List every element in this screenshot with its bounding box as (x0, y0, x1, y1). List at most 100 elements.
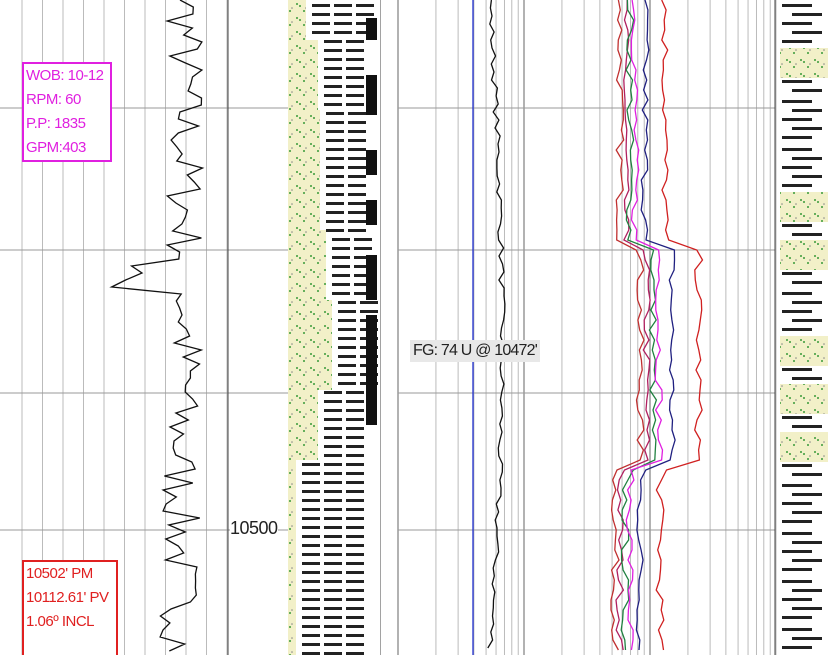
shale-dash (346, 436, 364, 439)
shale-dash (346, 409, 364, 412)
shale-dash (302, 526, 320, 529)
shale-dash (302, 616, 320, 619)
shale-dash (324, 535, 342, 538)
shale-dash (346, 562, 364, 565)
shale-dash (338, 301, 356, 304)
shale-dash (782, 368, 812, 371)
shale-dash (792, 589, 822, 592)
shale-dash (338, 328, 356, 331)
shale-dash (302, 508, 320, 511)
shale-dash (782, 166, 812, 169)
log-graphics (0, 0, 828, 655)
shale-dash (324, 40, 342, 43)
shale-dash (348, 229, 366, 232)
shale-dash (356, 4, 374, 7)
shale-dash (348, 175, 366, 178)
survey-line: 1.06º INCL (26, 610, 114, 634)
shale-dash (324, 463, 342, 466)
shale-dash (338, 319, 356, 322)
shale-dash (324, 553, 342, 556)
shale-dash (346, 625, 364, 628)
shale-dash (326, 220, 344, 223)
shale-dash (346, 94, 364, 97)
shale-dash (782, 464, 812, 467)
shale-dash (346, 643, 364, 646)
shale-dash (782, 550, 812, 553)
shale-dash (346, 76, 364, 79)
survey-line: 10502' PM (26, 562, 114, 586)
shale-dash (338, 346, 356, 349)
shale-dash (782, 502, 812, 505)
shale-dash (348, 202, 366, 205)
shale-dash (346, 580, 364, 583)
lithology-sand (780, 192, 828, 222)
shale-dash (782, 22, 812, 25)
shale-dash (312, 22, 330, 25)
shale-dash (782, 520, 812, 523)
shale-dash (326, 148, 344, 151)
shale-dash (326, 166, 344, 169)
shale-dash (302, 481, 320, 484)
shale-dash (324, 445, 342, 448)
lithology-block (366, 255, 377, 300)
shale-dash (782, 148, 812, 151)
lithology-sand (780, 240, 828, 270)
shale-dash (346, 589, 364, 592)
shale-dash (792, 89, 822, 92)
shale-dash (302, 544, 320, 547)
shale-dash (346, 49, 364, 52)
chromatograph-curve (656, 0, 702, 650)
lithology-block (366, 18, 377, 40)
param-line: P.P: 1835 (26, 112, 108, 136)
shale-dash (338, 310, 356, 313)
shale-dash (346, 85, 364, 88)
shale-dash (354, 247, 372, 250)
chromatograph-curve (636, 0, 675, 650)
lithology-sand (780, 432, 828, 462)
shale-dash (346, 535, 364, 538)
shale-dash (792, 425, 822, 428)
shale-dash (346, 616, 364, 619)
shale-dash (792, 473, 822, 476)
shale-dash (326, 193, 344, 196)
lithology-block (366, 75, 377, 115)
shale-dash (792, 233, 822, 236)
lithology-sand (780, 48, 828, 78)
shale-dash (324, 391, 342, 394)
shale-dash (348, 157, 366, 160)
shale-dash (312, 31, 330, 34)
shale-dash (312, 13, 330, 16)
shale-dash (302, 571, 320, 574)
shale-dash (326, 175, 344, 178)
shale-dash (782, 224, 812, 227)
shale-dash (782, 310, 812, 313)
shale-dash (782, 484, 812, 487)
shale-dash (792, 607, 822, 610)
shale-dash (346, 472, 364, 475)
shale-dash (326, 184, 344, 187)
shale-dash (324, 103, 342, 106)
shale-dash (334, 22, 352, 25)
shale-dash (302, 499, 320, 502)
shale-dash (324, 508, 342, 511)
shale-dash (782, 80, 812, 83)
shale-dash (338, 382, 356, 385)
shale-dash (302, 607, 320, 610)
shale-dash (346, 103, 364, 106)
shale-dash (792, 301, 822, 304)
shale-dash (792, 377, 822, 380)
shale-dash (346, 508, 364, 511)
shale-dash (324, 472, 342, 475)
shale-dash (302, 580, 320, 583)
shale-dash (346, 553, 364, 556)
shale-dash (324, 571, 342, 574)
shale-dash (324, 598, 342, 601)
lithology-sand (288, 230, 326, 300)
shale-dash (324, 643, 342, 646)
shale-dash (346, 499, 364, 502)
shale-dash (324, 634, 342, 637)
mud-log: WOB: 10-12 RPM: 60 P.P: 1835 GPM:403 FG:… (0, 0, 828, 655)
shale-dash (348, 112, 366, 115)
shale-dash (324, 625, 342, 628)
shale-dash (354, 238, 372, 241)
